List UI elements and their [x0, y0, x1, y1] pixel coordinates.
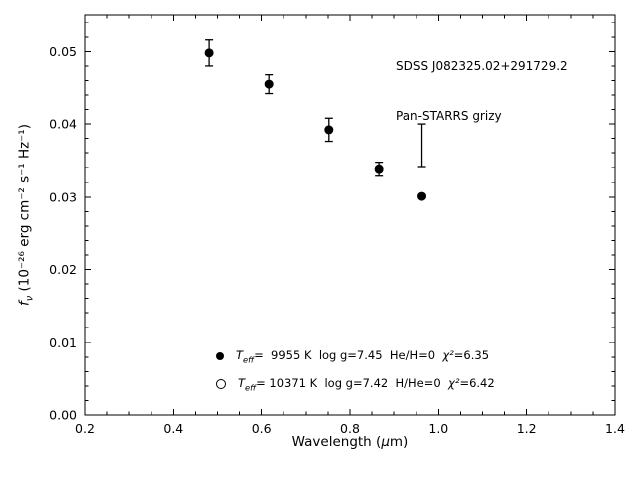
- survey-bands-text: Pan-STARRS grizy: [396, 108, 502, 123]
- legend-row-model1: Teff= 9955 K log g=7.45 He/H=0 χ²=6.35: [216, 346, 495, 366]
- y-tick-label: 0.03: [49, 189, 77, 204]
- x-tick-label: 1.0: [428, 421, 448, 436]
- data-point: [417, 191, 427, 201]
- filled-circle-icon: [216, 352, 224, 360]
- y-tick-label: 0.05: [49, 44, 77, 59]
- data-point: [204, 48, 214, 58]
- open-circle-icon: [216, 379, 226, 389]
- legend-row-model2: Teff= 10371 K log g=7.42 H/He=0 χ²=6.42: [216, 374, 495, 394]
- x-tick-label: 0.6: [252, 421, 272, 436]
- y-tick-label: 0.01: [49, 335, 77, 350]
- y-tick-label: 0.00: [49, 408, 77, 423]
- x-tick-label: 1.2: [517, 421, 537, 436]
- data-point: [374, 164, 384, 174]
- object-annotation: SDSS J082325.02+291729.2 Pan-STARRS griz…: [396, 24, 568, 158]
- y-tick-label: 0.04: [49, 117, 77, 132]
- legend-label-model1: Teff= 9955 K log g=7.45 He/H=0 χ²=6.35: [236, 347, 490, 365]
- legend: Teff= 9955 K log g=7.45 He/H=0 χ²=6.35 T…: [216, 346, 495, 402]
- data-point: [264, 79, 274, 89]
- x-tick-label: 0.8: [340, 421, 360, 436]
- data-point: [324, 125, 334, 135]
- x-axis-label: Wavelength (μm): [291, 434, 409, 450]
- object-id-text: SDSS J082325.02+291729.2: [396, 58, 568, 73]
- x-tick-label: 0.4: [163, 421, 183, 436]
- y-tick-label: 0.02: [49, 262, 77, 277]
- x-tick-label: 1.4: [605, 421, 625, 436]
- legend-label-model2: Teff= 10371 K log g=7.42 H/He=0 χ²=6.42: [238, 375, 495, 393]
- x-tick-label: 0.2: [75, 421, 95, 436]
- y-axis-label: fν (10⁻²⁶ erg cm⁻² s⁻¹ Hz⁻¹): [16, 124, 36, 306]
